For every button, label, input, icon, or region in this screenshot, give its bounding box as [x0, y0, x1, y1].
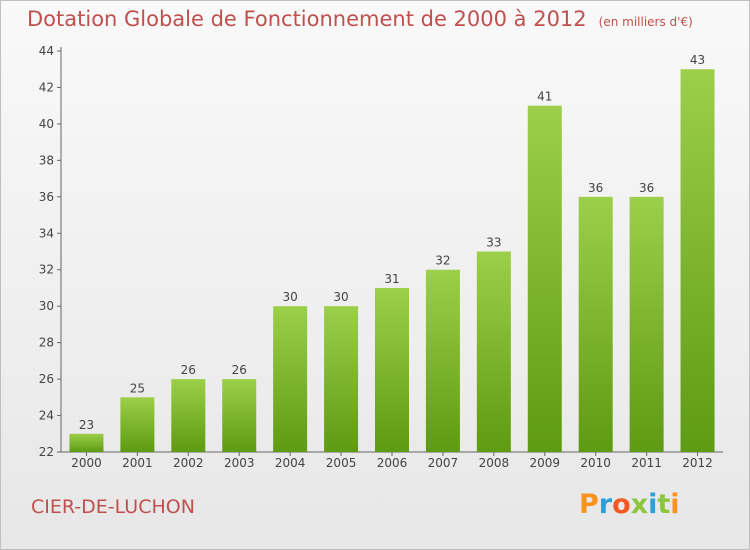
bar: [629, 196, 664, 452]
data-label: 31: [384, 272, 399, 286]
data-label: 25: [130, 381, 145, 395]
y-tick-label: 28: [39, 336, 54, 350]
x-tick-label: 2005: [326, 456, 357, 470]
data-label: 41: [537, 90, 552, 104]
x-tick-label: 2000: [71, 456, 102, 470]
y-tick-label: 34: [39, 226, 54, 240]
y-tick-label: 24: [39, 409, 54, 423]
x-tick-label: 2009: [529, 456, 560, 470]
y-tick-label: 38: [39, 153, 54, 167]
x-tick-label: 2010: [580, 456, 611, 470]
data-label: 30: [283, 290, 298, 304]
data-label: 26: [181, 363, 196, 377]
y-tick-label: 22: [39, 445, 54, 459]
y-tick-label: 30: [39, 299, 54, 313]
x-tick-label: 2003: [224, 456, 255, 470]
logo-letter: x: [630, 489, 649, 520]
logo-letter: r: [598, 489, 613, 520]
chart-subtitle: (en milliers d'€): [598, 15, 693, 29]
bar: [222, 379, 257, 452]
data-label: 26: [232, 363, 247, 377]
logo-letter: i: [670, 489, 680, 520]
bar: [375, 287, 409, 452]
proxiti-logo: Proxiti: [579, 489, 680, 520]
commune-name: CIER-DE-LUCHON: [31, 496, 195, 518]
x-tick-label: 2006: [377, 456, 408, 470]
logo-letter: i: [648, 489, 658, 520]
data-label: 23: [79, 418, 94, 432]
x-tick-label: 2007: [428, 456, 459, 470]
y-tick-label: 26: [39, 372, 54, 386]
logo-letter: o: [612, 489, 631, 520]
y-tick-label: 42: [39, 80, 54, 94]
x-tick-label: 2002: [173, 456, 204, 470]
data-label: 43: [690, 53, 705, 67]
bar: [425, 269, 460, 452]
y-tick-label: 36: [39, 190, 54, 204]
data-label: 30: [333, 290, 348, 304]
chart-title-text: Dotation Globale de Fonctionnement de 20…: [27, 7, 587, 31]
logo-letter: P: [579, 489, 599, 520]
x-tick-label: 2011: [631, 456, 662, 470]
bar: [120, 397, 155, 452]
y-tick-label: 40: [39, 117, 54, 131]
x-tick-label: 2008: [479, 456, 510, 470]
bar: [680, 69, 715, 453]
bar: [273, 306, 308, 452]
y-tick-label: 32: [39, 263, 54, 277]
x-tick-label: 2001: [122, 456, 153, 470]
data-label: 33: [486, 236, 501, 250]
bar: [324, 306, 359, 452]
logo-letter: t: [657, 489, 671, 520]
bar: [527, 105, 562, 452]
x-tick-label: 2004: [275, 456, 306, 470]
data-label: 32: [435, 254, 450, 268]
chart-title: Dotation Globale de Fonctionnement de 20…: [27, 7, 693, 31]
y-tick-label: 44: [39, 44, 54, 58]
data-label: 36: [639, 181, 654, 195]
bar: [171, 379, 206, 452]
x-tick-label: 2012: [682, 456, 713, 470]
data-label: 36: [588, 181, 603, 195]
bar: [476, 251, 511, 452]
bar: [578, 196, 613, 452]
bar: [69, 433, 104, 452]
